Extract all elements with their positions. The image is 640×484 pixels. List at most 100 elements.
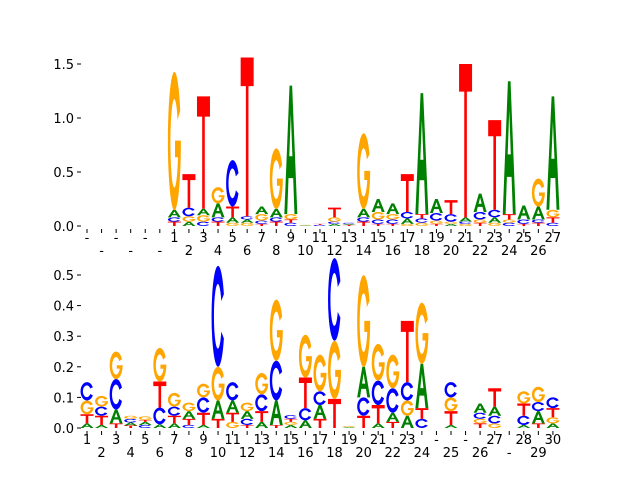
- logo-letter-T: [153, 381, 167, 408]
- x-tick-label: 2: [97, 446, 105, 461]
- logo-letter-T: [255, 411, 269, 422]
- y-tick-label: 0.1: [53, 391, 74, 406]
- logo-letter-A: [342, 427, 356, 428]
- logo-letter-C: [269, 217, 283, 222]
- logo-letter-G: [182, 216, 196, 222]
- logo-letter-T: [284, 219, 298, 223]
- logo-letter-G: [269, 299, 283, 361]
- x-tick-label: 20: [355, 446, 372, 461]
- logo-letter-C: [415, 418, 428, 428]
- x-tick-label: 13: [253, 433, 270, 448]
- x-tick-label: -: [143, 231, 148, 246]
- logo-letter-C: [517, 415, 530, 425]
- logo-letter-G: [226, 222, 240, 227]
- logo-letter-A: [386, 203, 400, 215]
- logo-letter-A: [357, 366, 371, 398]
- logo-letter-T: [444, 200, 458, 215]
- logo-letter-G: [488, 423, 502, 429]
- bottom-logo-panel: 0.00.10.20.30.40.51234567891011121314151…: [53, 258, 561, 461]
- logo-letter-T: [444, 411, 458, 425]
- x-tick-label: -: [157, 244, 162, 259]
- logo-letter-C: [546, 397, 559, 409]
- x-tick-label: 23: [486, 231, 503, 246]
- x-tick-label: 4: [214, 244, 222, 259]
- logo-letter-A: [255, 421, 269, 428]
- logo-letter-C: [80, 382, 93, 401]
- logo-letter-C: [371, 219, 385, 224]
- logo-letter-T: [269, 221, 283, 226]
- logo-letter-A: [473, 403, 487, 413]
- logo-letter-T: [328, 398, 342, 428]
- logo-letter-C: [240, 216, 254, 220]
- x-tick-label: 17: [399, 231, 416, 246]
- logo-letter-A: [517, 424, 531, 428]
- x-tick-label: 12: [326, 244, 343, 259]
- logo-letter-A: [167, 423, 181, 428]
- x-tick-label: 5: [141, 433, 149, 448]
- x-tick-label: 3: [199, 231, 207, 246]
- logo-letter-T: [517, 223, 531, 226]
- logo-letter-A: [342, 223, 356, 225]
- x-tick-label: 19: [428, 231, 445, 246]
- logo-letter-A: [95, 424, 109, 428]
- logo-letter-G: [153, 347, 167, 382]
- logo-letter-G: [284, 214, 298, 220]
- logo-letter-G: [211, 366, 225, 401]
- logo-letter-C: [95, 406, 108, 416]
- logo-letter-A: [240, 219, 254, 223]
- logo-letter-C: [415, 218, 428, 223]
- logo-letter-T: [226, 206, 240, 218]
- x-tick-label: 22: [384, 446, 401, 461]
- logo-letter-T: [357, 415, 371, 428]
- x-tick-label: 18: [326, 446, 343, 461]
- logo-letter-A: [502, 81, 516, 215]
- logo-letter-G: [138, 416, 152, 421]
- logo-letter-A: [517, 205, 531, 220]
- x-tick-label: 5: [228, 231, 236, 246]
- x-tick-label: 14: [355, 244, 372, 259]
- x-tick-label: 10: [210, 446, 227, 461]
- logo-letter-G: [517, 391, 531, 404]
- logo-letter-A: [473, 193, 487, 212]
- logo-letter-T: [386, 421, 400, 428]
- x-tick-label: 6: [156, 446, 164, 461]
- x-tick-label: 1: [170, 231, 178, 246]
- logo-letter-G: [342, 426, 356, 428]
- logo-letter-A: [459, 217, 473, 222]
- x-tick-label: 10: [297, 244, 314, 259]
- logo-letter-T: [226, 412, 240, 422]
- logo-letter-G: [546, 417, 560, 424]
- logo-letter-G: [124, 415, 138, 419]
- logo-letter-T: [284, 418, 298, 422]
- logo-letter-G: [371, 211, 385, 220]
- logo-letter-C: [226, 382, 239, 401]
- logo-letter-C: [371, 380, 385, 406]
- logo-letter-C: [284, 415, 297, 419]
- y-tick-label: 0.3: [53, 330, 74, 345]
- logo-letter-A: [269, 208, 283, 218]
- y-tick-label: 0.0: [53, 422, 74, 437]
- x-tick-label: 21: [457, 231, 474, 246]
- logo-letter-A: [182, 411, 196, 419]
- x-tick-label: 23: [399, 433, 416, 448]
- logo-letter-T: [371, 223, 385, 226]
- logo-letter-G: [269, 148, 283, 209]
- logo-letter-T: [502, 214, 516, 220]
- logo-letter-C: [357, 217, 370, 222]
- logo-letter-T: [80, 414, 94, 424]
- logo-letter-C: [196, 221, 210, 226]
- logo-letter-A: [153, 424, 167, 428]
- logo-letter-A: [546, 96, 560, 210]
- x-tick-label: 11: [224, 433, 241, 448]
- logo-letter-A: [211, 203, 225, 218]
- logo-letter-C: [444, 214, 457, 222]
- logo-letter-C: [313, 391, 326, 406]
- logo-letter-C: [342, 222, 355, 224]
- logo-letter-G: [240, 222, 254, 227]
- logo-letter-G: [488, 222, 502, 227]
- logo-letter-C: [517, 219, 530, 224]
- logo-letter-A: [255, 206, 269, 215]
- x-tick-label: 24: [414, 446, 431, 461]
- logo-letter-T: [138, 420, 152, 422]
- logo-letter-T: [517, 403, 531, 416]
